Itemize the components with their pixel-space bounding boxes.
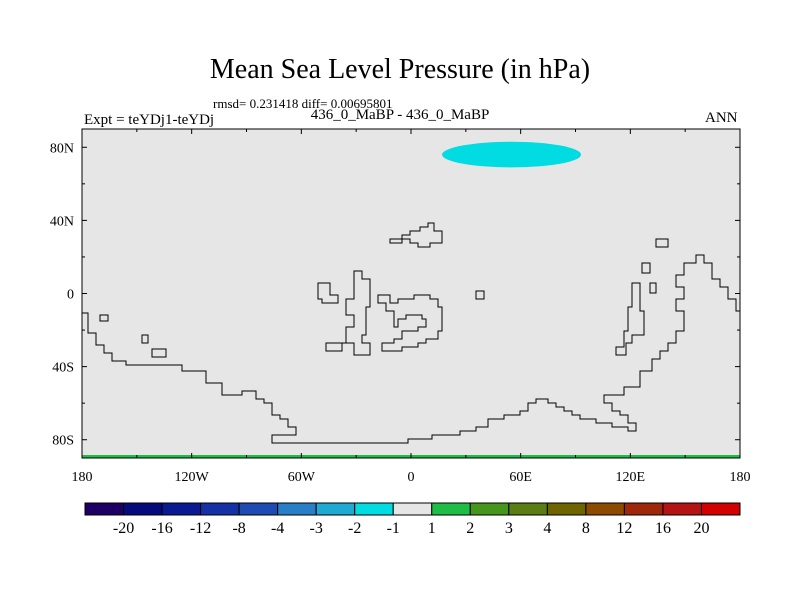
coastlines bbox=[82, 222, 740, 444]
colorbar-label: 1 bbox=[428, 520, 436, 537]
y-tick-label: 40N bbox=[50, 214, 74, 229]
y-tick-label: 0 bbox=[67, 288, 74, 303]
y-tick-label: 80S bbox=[52, 434, 74, 449]
colorbar-label: -1 bbox=[387, 520, 400, 537]
x-tick-label: 180 bbox=[730, 470, 751, 485]
arctic-anomaly bbox=[442, 141, 581, 168]
colorbar-box bbox=[469, 502, 510, 516]
colorbar-label: 16 bbox=[655, 520, 671, 537]
colorbar-label: -8 bbox=[232, 520, 245, 537]
colorbar-box bbox=[585, 502, 625, 516]
colorbar-label: 8 bbox=[582, 520, 590, 537]
colorbar-box bbox=[315, 502, 356, 516]
colorbar-box bbox=[354, 502, 394, 516]
x-tick-label: 0 bbox=[408, 470, 415, 485]
colorbar-label: 2 bbox=[466, 520, 474, 537]
colorbar-box bbox=[508, 502, 548, 516]
colorbar-box bbox=[200, 502, 240, 516]
anomaly-layer bbox=[442, 141, 581, 168]
colorbar-label: 4 bbox=[543, 520, 551, 537]
colorbar-box bbox=[161, 502, 202, 516]
coastline-west-islands bbox=[99, 314, 167, 358]
colorbar-box bbox=[546, 502, 587, 516]
x-tick-label: 120W bbox=[175, 470, 210, 485]
axis-ticks: 180 120W 60W 0 60E 120E 180 80N 40N 0 40S 80S bbox=[50, 129, 751, 485]
colorbar-label: -3 bbox=[310, 520, 323, 537]
colorbar-box bbox=[238, 502, 279, 516]
x-tick-label: 180 bbox=[72, 470, 93, 485]
x-tick-label: 120E bbox=[616, 470, 646, 485]
rmsd-diff-stats: rmsd= 0.231418 diff= 0.00695801 bbox=[213, 96, 393, 111]
colorbar-label: 20 bbox=[693, 520, 709, 537]
coastline-east-islands bbox=[475, 238, 669, 356]
colorbar-box bbox=[700, 502, 741, 516]
colorbar-box bbox=[123, 502, 163, 516]
colorbar-label: -2 bbox=[348, 520, 361, 537]
colorbar-label: 3 bbox=[505, 520, 513, 537]
colorbar: -20 -16 -12 -8 -4 -3 -2 -1 1 2 3 4 8 12 16 20 bbox=[84, 502, 741, 537]
chart-title: Mean Sea Level Pressure (in hPa) bbox=[209, 54, 591, 85]
colorbar-label: -12 bbox=[190, 520, 211, 537]
season-label: ANN bbox=[705, 110, 738, 126]
coastline-central-continent bbox=[317, 270, 443, 356]
colorbar-label: 12 bbox=[616, 520, 632, 537]
colorbar-box bbox=[623, 502, 664, 516]
x-tick-label: 60E bbox=[509, 470, 532, 485]
x-tick-label: 60W bbox=[288, 470, 316, 485]
colorbar-label: -20 bbox=[113, 520, 134, 537]
coastline-south-america bbox=[82, 254, 740, 444]
map-background bbox=[82, 129, 740, 458]
colorbar-label: -4 bbox=[271, 520, 284, 537]
y-tick-label: 80N bbox=[50, 141, 74, 156]
coastline-northern-landmass bbox=[389, 222, 443, 248]
colorbar-box bbox=[277, 502, 317, 516]
colorbar-label: -16 bbox=[151, 520, 172, 537]
colorbar-box bbox=[431, 502, 471, 516]
colorbar-box bbox=[392, 502, 433, 516]
y-tick-label: 40S bbox=[52, 361, 74, 376]
colorbar-box bbox=[84, 502, 125, 516]
experiment-label: Expt = teYDj1-teYDj bbox=[84, 112, 215, 128]
case-label: 436_0_MaBP - 436_0_MaBP bbox=[310, 107, 490, 123]
colorbar-box bbox=[662, 502, 702, 516]
